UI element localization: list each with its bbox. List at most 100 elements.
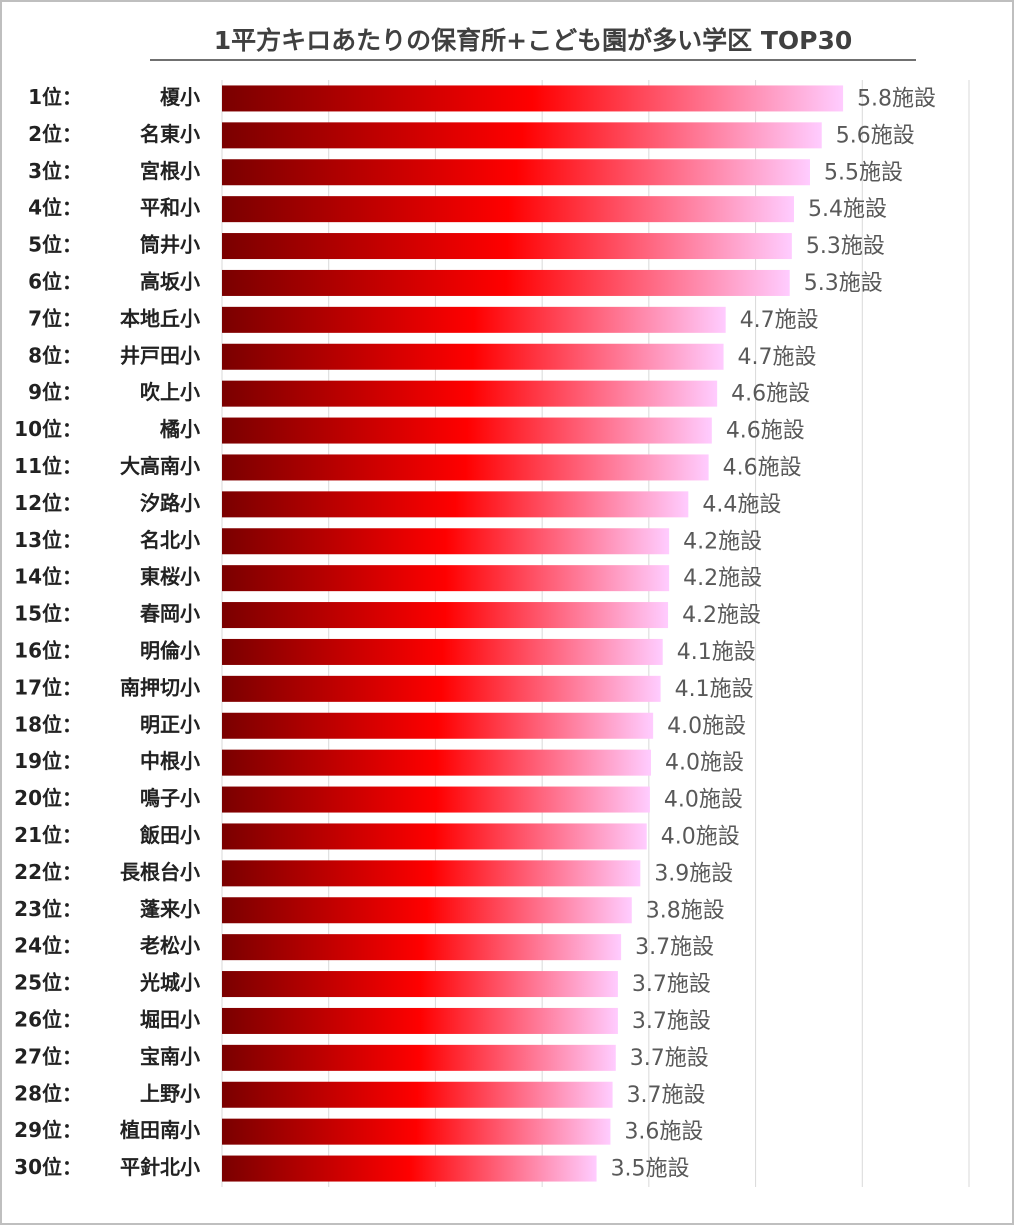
category-label: 堀田小 bbox=[140, 1007, 200, 1031]
value-label: 4.2施設 bbox=[682, 603, 761, 628]
value-label: 5.3施設 bbox=[806, 234, 885, 259]
rank-label: 13位： bbox=[14, 528, 82, 552]
rank-label: 10位： bbox=[14, 417, 82, 441]
value-label: 3.9施設 bbox=[654, 861, 733, 886]
bar bbox=[222, 712, 654, 739]
rank-label: 24位： bbox=[14, 934, 82, 958]
rank-label: 25位： bbox=[14, 971, 82, 995]
bar bbox=[222, 491, 689, 518]
category-label: 平和小 bbox=[140, 196, 200, 220]
value-label: 4.0施設 bbox=[661, 824, 740, 849]
value-label: 3.8施設 bbox=[646, 898, 725, 923]
category-label: 汐路小 bbox=[140, 491, 200, 515]
value-label: 4.4施設 bbox=[702, 492, 781, 517]
rank-label: 26位： bbox=[14, 1007, 82, 1031]
rank-label: 16位： bbox=[14, 638, 82, 662]
bar bbox=[222, 675, 661, 702]
bar bbox=[222, 306, 726, 333]
rank-label: 19位： bbox=[14, 749, 82, 773]
value-label: 5.5施設 bbox=[824, 160, 903, 185]
category-label: 橘小 bbox=[160, 417, 200, 441]
rank-label: 15位： bbox=[14, 602, 82, 626]
bar bbox=[222, 897, 632, 924]
value-label: 4.6施設 bbox=[723, 455, 802, 480]
category-label: 鳴子小 bbox=[140, 786, 200, 810]
rank-label: 9位： bbox=[28, 380, 82, 404]
value-label: 4.6施設 bbox=[726, 419, 805, 444]
bar bbox=[222, 1044, 616, 1071]
bar bbox=[222, 565, 670, 592]
value-label: 3.7施設 bbox=[632, 972, 711, 997]
value-label: 5.8施設 bbox=[857, 86, 936, 111]
rank-label: 30位： bbox=[14, 1155, 82, 1179]
bar bbox=[222, 1118, 611, 1145]
bar bbox=[222, 638, 663, 665]
bar bbox=[222, 934, 622, 961]
category-label: 榎小 bbox=[160, 85, 200, 109]
value-label: 4.0施設 bbox=[667, 714, 746, 739]
value-label: 3.7施設 bbox=[627, 1083, 706, 1108]
bar bbox=[222, 860, 641, 887]
bar bbox=[222, 380, 718, 407]
rank-label: 17位： bbox=[14, 675, 82, 699]
value-label: 3.7施設 bbox=[630, 1046, 709, 1071]
rank-label: 29位： bbox=[14, 1118, 82, 1142]
rank-label: 2位： bbox=[28, 122, 82, 146]
category-label: 本地丘小 bbox=[120, 306, 200, 330]
value-label: 4.6施設 bbox=[731, 382, 810, 407]
value-label: 5.3施設 bbox=[804, 271, 883, 296]
rank-label: 7位： bbox=[28, 306, 82, 330]
bar bbox=[222, 269, 790, 296]
category-label: 明倫小 bbox=[140, 638, 200, 662]
bar bbox=[222, 823, 647, 850]
category-label: 中根小 bbox=[140, 749, 200, 773]
category-label: 筒井小 bbox=[140, 233, 200, 257]
bar bbox=[222, 233, 792, 260]
category-label: 名東小 bbox=[140, 122, 200, 146]
rank-label: 8位： bbox=[28, 343, 82, 367]
value-label: 3.7施設 bbox=[635, 935, 714, 960]
value-label: 3.6施設 bbox=[624, 1120, 703, 1145]
rank-label: 21位： bbox=[14, 823, 82, 847]
rank-label: 20位： bbox=[14, 786, 82, 810]
bar bbox=[222, 85, 844, 112]
bar bbox=[222, 1081, 613, 1108]
bar bbox=[222, 122, 822, 149]
category-label: 明正小 bbox=[140, 712, 200, 736]
value-label: 3.5施設 bbox=[611, 1157, 690, 1182]
category-label: 老松小 bbox=[140, 934, 200, 958]
category-label: 東桜小 bbox=[140, 565, 200, 589]
category-label: 名北小 bbox=[140, 528, 200, 552]
rank-label: 5位： bbox=[28, 233, 82, 257]
rank-label: 11位： bbox=[14, 454, 82, 478]
category-label: 宝南小 bbox=[140, 1044, 200, 1068]
bar bbox=[222, 196, 794, 223]
rank-label: 27位： bbox=[14, 1044, 82, 1068]
rank-label: 22位： bbox=[14, 860, 82, 884]
category-label: 南押切小 bbox=[120, 675, 200, 699]
value-label: 4.7施設 bbox=[740, 308, 819, 333]
value-label: 4.1施設 bbox=[677, 640, 756, 665]
category-label: 大高南小 bbox=[120, 454, 200, 478]
bar bbox=[222, 1007, 618, 1034]
rank-label: 23位： bbox=[14, 897, 82, 921]
bar bbox=[222, 971, 618, 998]
value-label: 4.2施設 bbox=[683, 529, 762, 554]
category-label: 蓬来小 bbox=[140, 897, 200, 921]
bar bbox=[222, 602, 669, 629]
value-label: 4.0施設 bbox=[665, 751, 744, 776]
bar bbox=[222, 749, 651, 776]
rank-label: 4位： bbox=[28, 196, 82, 220]
category-label: 高坂小 bbox=[140, 269, 200, 293]
rank-label: 28位： bbox=[14, 1081, 82, 1105]
rank-label: 14位： bbox=[14, 565, 82, 589]
bar bbox=[222, 454, 709, 481]
category-label: 井戸田小 bbox=[120, 343, 200, 367]
category-label: 宮根小 bbox=[140, 159, 200, 183]
rank-label: 6位： bbox=[28, 269, 82, 293]
rank-label: 18位： bbox=[14, 712, 82, 736]
category-label: 植田南小 bbox=[120, 1118, 200, 1142]
category-label: 吹上小 bbox=[140, 380, 200, 404]
value-label: 4.0施設 bbox=[664, 788, 743, 813]
